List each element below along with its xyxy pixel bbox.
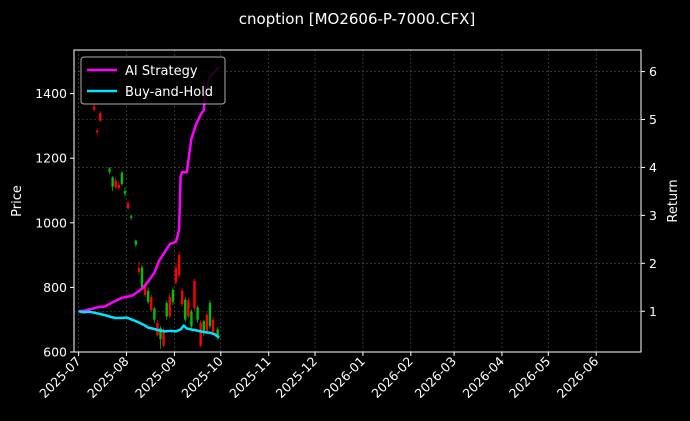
candle-body-25 <box>177 255 181 276</box>
y2-tick-label-1: 2 <box>649 256 657 271</box>
candle-body-17 <box>153 308 156 320</box>
candle-body-31 <box>196 307 199 320</box>
y-axis-price: 600 800 1000 1200 1400 <box>35 86 74 360</box>
candle-body-33 <box>202 321 205 333</box>
y-axis-return: 1 2 3 4 5 6 <box>641 64 657 319</box>
candle-body-12 <box>137 268 141 272</box>
candle-34 <box>205 312 209 334</box>
series-lines <box>78 65 221 339</box>
candle-body-0 <box>92 106 96 110</box>
candle-5 <box>114 177 117 189</box>
candle-8 <box>123 187 127 197</box>
candle-body-27 <box>184 299 187 320</box>
candle-11 <box>134 239 137 248</box>
y-tick-label-2: 1000 <box>35 215 67 230</box>
y2-tick-label-5: 6 <box>649 64 657 79</box>
candle-body-1 <box>95 130 99 133</box>
candle-23 <box>171 287 175 306</box>
candle-body-6 <box>117 184 121 188</box>
candle-22 <box>168 293 171 319</box>
candle-2 <box>99 111 102 123</box>
candle-body-2 <box>99 112 102 121</box>
grid <box>74 50 641 352</box>
candle-35 <box>208 300 212 329</box>
candle-body-37 <box>216 329 219 336</box>
candle-30 <box>193 279 196 311</box>
candle-1 <box>95 128 99 135</box>
candle-body-32 <box>199 322 202 346</box>
candle-body-10 <box>129 216 133 218</box>
y2-tick-label-4: 5 <box>649 112 657 127</box>
candle-29 <box>190 309 193 329</box>
candle-body-15 <box>146 290 150 302</box>
y2-tick-label-0: 1 <box>649 304 657 319</box>
candle-9 <box>126 200 130 210</box>
candle-body-20 <box>162 329 165 346</box>
candle-15 <box>146 287 150 305</box>
series-line-ai-strategy <box>78 65 221 313</box>
candle-31 <box>196 305 199 323</box>
candle-body-29 <box>190 311 193 327</box>
candle-28 <box>187 297 190 319</box>
candle-body-36 <box>211 319 215 333</box>
candle-body-5 <box>114 180 117 188</box>
candle-body-28 <box>187 300 190 317</box>
candle-body-3 <box>108 168 111 172</box>
candle-24 <box>174 264 178 285</box>
legend-label-buy-and-hold: Buy-and-Hold <box>125 85 213 100</box>
legend-label-ai-strategy: AI Strategy <box>125 64 198 79</box>
candle-36 <box>211 316 215 335</box>
y2-tick-label-2: 3 <box>649 208 657 223</box>
candle-body-22 <box>168 297 171 317</box>
candle-17 <box>153 306 156 323</box>
candle-body-16 <box>150 297 153 311</box>
candle-body-30 <box>193 280 196 309</box>
candle-12 <box>137 261 141 275</box>
candle-body-23 <box>171 289 175 302</box>
y2-tick-label-3: 4 <box>649 160 657 175</box>
legend: AI Strategy Buy-and-Hold <box>80 56 226 105</box>
candle-6 <box>117 181 121 191</box>
candle-0 <box>92 104 96 112</box>
candle-body-7 <box>120 172 124 185</box>
candle-21 <box>165 300 168 320</box>
y-tick-label-1: 800 <box>43 280 67 295</box>
candle-body-11 <box>134 240 137 245</box>
candle-body-26 <box>180 290 184 305</box>
candle-body-24 <box>174 268 178 283</box>
candle-body-14 <box>143 284 147 296</box>
candle-4 <box>111 175 114 192</box>
plot-frame <box>73 49 642 353</box>
candle-body-21 <box>165 302 168 317</box>
candle-3 <box>108 167 111 175</box>
y-tick-label-0: 600 <box>43 345 67 360</box>
candle-10 <box>129 214 133 221</box>
candle-13 <box>140 264 144 290</box>
candle-body-19 <box>159 327 162 340</box>
candle-body-35 <box>208 302 212 327</box>
candle-body-9 <box>126 203 130 209</box>
candle-26 <box>180 288 184 307</box>
series-line-buy-and-hold <box>78 310 220 339</box>
y-tick-label-3: 1200 <box>35 151 67 166</box>
candle-7 <box>120 171 124 186</box>
candle-body-34 <box>205 314 209 332</box>
candle-27 <box>184 297 187 323</box>
y2-axis-label: Return <box>666 179 681 222</box>
y-axis-label: Price <box>10 185 25 217</box>
candle-body-13 <box>140 267 144 288</box>
candle-25 <box>177 251 181 278</box>
candle-16 <box>150 294 153 312</box>
candle-body-8 <box>123 191 127 194</box>
candle-32 <box>199 320 202 348</box>
y-tick-label-4: 1400 <box>35 86 67 101</box>
candle-body-4 <box>111 177 114 187</box>
chart-title: cnoption [MO2606-P-7000.CFX] <box>239 10 475 28</box>
